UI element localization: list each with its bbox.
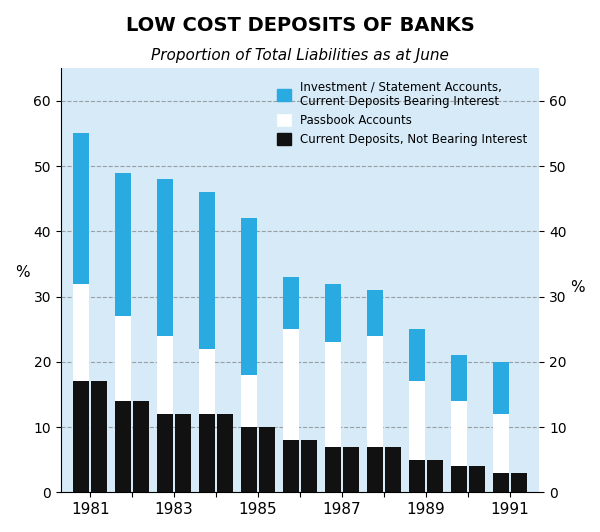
Bar xyxy=(367,290,383,336)
Bar xyxy=(367,336,383,446)
Bar xyxy=(325,342,341,446)
Bar xyxy=(199,414,215,492)
Bar xyxy=(157,179,173,336)
Bar xyxy=(115,401,131,492)
Bar xyxy=(241,218,257,375)
Bar xyxy=(73,284,89,381)
Bar xyxy=(451,401,467,466)
Bar xyxy=(451,466,467,492)
Y-axis label: %: % xyxy=(15,265,29,280)
Bar xyxy=(175,414,191,492)
Bar xyxy=(385,446,401,492)
Bar xyxy=(199,349,215,414)
Bar xyxy=(283,329,299,440)
Bar xyxy=(301,440,317,492)
Bar xyxy=(259,427,275,492)
Bar xyxy=(493,362,509,414)
Bar xyxy=(325,446,341,492)
Bar xyxy=(427,460,443,492)
Bar xyxy=(409,381,425,460)
Bar xyxy=(283,440,299,492)
Bar xyxy=(283,277,299,329)
Bar xyxy=(91,381,107,492)
Bar xyxy=(469,466,485,492)
Bar xyxy=(115,172,131,316)
Bar xyxy=(241,375,257,427)
Bar xyxy=(157,414,173,492)
Text: LOW COST DEPOSITS OF BANKS: LOW COST DEPOSITS OF BANKS xyxy=(125,16,475,35)
Bar xyxy=(325,284,341,342)
Bar xyxy=(409,460,425,492)
Bar xyxy=(493,473,509,492)
Bar xyxy=(73,134,89,284)
Bar xyxy=(241,427,257,492)
Bar xyxy=(115,316,131,401)
Text: Proportion of Total Liabilities as at June: Proportion of Total Liabilities as at Ju… xyxy=(151,48,449,63)
Bar xyxy=(409,329,425,381)
Bar xyxy=(451,355,467,401)
Bar xyxy=(367,446,383,492)
Bar xyxy=(133,401,149,492)
Bar xyxy=(199,192,215,349)
Bar xyxy=(493,414,509,473)
Bar xyxy=(343,446,359,492)
Bar xyxy=(511,473,527,492)
Y-axis label: %: % xyxy=(571,280,585,295)
Bar xyxy=(73,381,89,492)
Bar xyxy=(157,336,173,414)
Bar xyxy=(217,414,233,492)
Legend: Investment / Statement Accounts,
Current Deposits Bearing Interest, Passbook Acc: Investment / Statement Accounts, Current… xyxy=(271,74,533,152)
